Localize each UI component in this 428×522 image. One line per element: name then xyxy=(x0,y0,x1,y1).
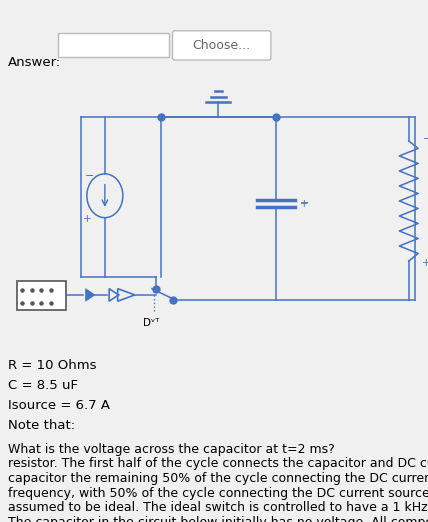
Text: Isource = 6.7 A: Isource = 6.7 A xyxy=(8,399,110,412)
Text: Answer:: Answer: xyxy=(8,56,61,69)
FancyBboxPatch shape xyxy=(172,31,271,60)
Text: −: − xyxy=(85,171,95,181)
Text: capacitor the remaining 50% of the cycle connecting the DC current source and: capacitor the remaining 50% of the cycle… xyxy=(8,472,428,485)
Text: Choose...: Choose... xyxy=(193,39,251,52)
Text: The capacitor in the circuit below initially has no voltage. All components may : The capacitor in the circuit below initi… xyxy=(8,516,428,522)
Text: +: + xyxy=(422,258,428,268)
Text: What is the voltage across the capacitor at t=2 ms?: What is the voltage across the capacitor… xyxy=(8,443,334,456)
Text: assumed to be ideal. The ideal switch is controlled to have a 1 kHz switching: assumed to be ideal. The ideal switch is… xyxy=(8,501,428,514)
Text: frequency, with 50% of the cycle connecting the DC current source to the: frequency, with 50% of the cycle connect… xyxy=(8,487,428,500)
Text: +: + xyxy=(83,214,92,224)
Text: R = 10 Ohms: R = 10 Ohms xyxy=(8,359,96,372)
Text: Note that:: Note that: xyxy=(8,419,75,432)
Text: resistor. The first half of the cycle connects the capacitor and DC current sour: resistor. The first half of the cycle co… xyxy=(8,457,428,470)
Text: −: − xyxy=(422,134,428,144)
FancyBboxPatch shape xyxy=(58,33,169,57)
Text: +: + xyxy=(300,199,308,209)
Text: C = 8.5 uF: C = 8.5 uF xyxy=(8,379,78,392)
Text: −: − xyxy=(300,198,309,208)
FancyBboxPatch shape xyxy=(17,281,66,310)
Polygon shape xyxy=(86,289,95,301)
Text: Dᵛᵀ: Dᵛᵀ xyxy=(143,318,160,328)
